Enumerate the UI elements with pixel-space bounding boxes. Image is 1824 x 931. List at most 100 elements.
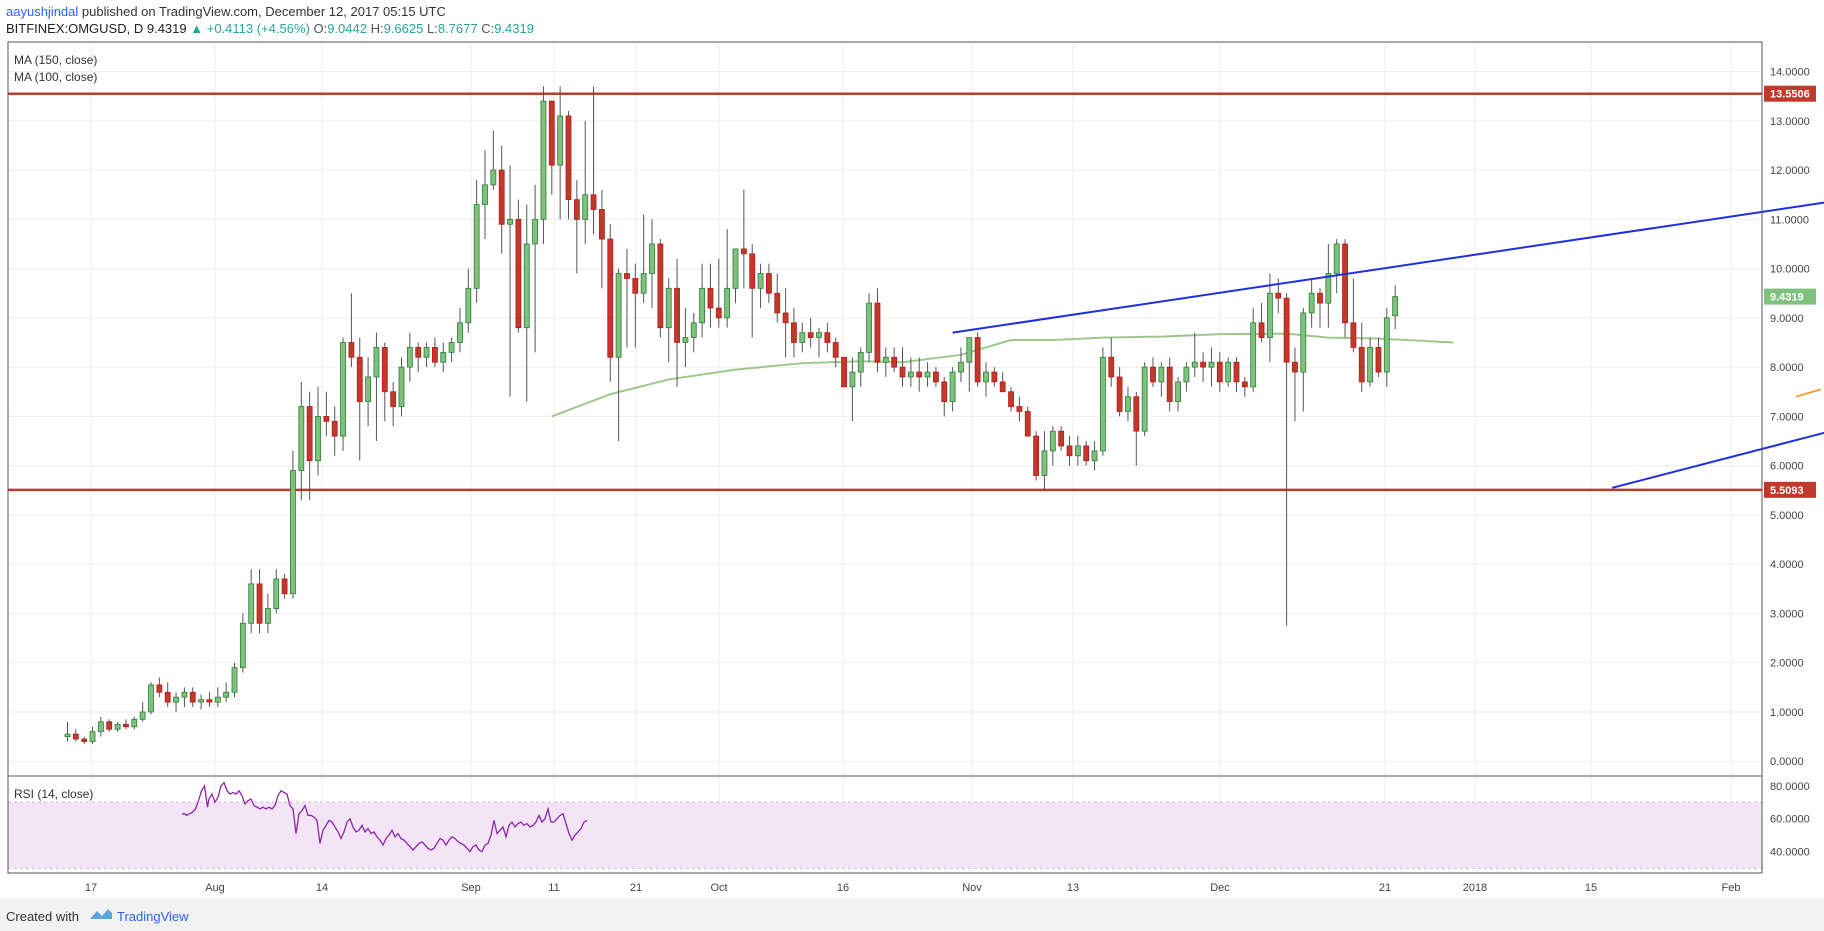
candle-body <box>924 371 931 378</box>
candle-body <box>1317 292 1323 304</box>
candle-body <box>72 733 79 740</box>
price-tick-label: 9.0000 <box>1770 313 1804 325</box>
candle-body <box>298 406 305 471</box>
candle-body <box>1233 361 1240 383</box>
candle-body <box>1049 430 1056 452</box>
candle-body <box>273 578 280 609</box>
orange-mark <box>1795 388 1822 398</box>
trend-annotations <box>952 201 1824 489</box>
candle-body <box>849 371 856 388</box>
date-tick-label: Oct <box>710 882 727 894</box>
candle-body <box>866 302 872 353</box>
channel-lower-line <box>1611 431 1824 489</box>
candle-body <box>782 312 789 324</box>
candle-body <box>1325 273 1332 304</box>
price-tick-label: 13.0000 <box>1770 116 1810 128</box>
candle-body <box>106 721 113 730</box>
candles <box>64 86 1399 744</box>
candle-body <box>156 684 163 693</box>
candle-body <box>290 470 296 595</box>
publish-line: aayushjindal published on TradingView.co… <box>6 5 446 19</box>
low-value: 8.7677 <box>437 21 478 36</box>
candle-body <box>1091 450 1098 462</box>
candle-body <box>941 381 948 403</box>
candle-body <box>715 307 722 319</box>
candle-body <box>674 287 680 343</box>
candle-body <box>657 243 664 329</box>
price-tick-label: 4.0000 <box>1770 559 1804 571</box>
symbol-line: BITFINEX:OMGUSD, D 9.4319 ▲ +0.4113 (+4.… <box>6 22 534 36</box>
candle-body <box>256 583 263 624</box>
ma150-legend[interactable]: MA (150, close) <box>14 53 97 67</box>
candle-body <box>841 356 847 388</box>
open-label: O: <box>313 21 328 36</box>
high-label: H: <box>370 21 384 36</box>
level-price-tag <box>1764 481 1816 498</box>
price-tick-label: 6.0000 <box>1770 461 1804 473</box>
candle-body <box>1016 406 1023 412</box>
candle-body <box>239 622 246 669</box>
date-tick-label: 21 <box>630 882 642 894</box>
candle-body <box>999 381 1006 393</box>
date-tick-label: 14 <box>316 882 328 894</box>
candle-body <box>423 347 430 358</box>
tradingview-link[interactable]: TradingView <box>117 909 189 924</box>
date-tick-label: Dec <box>1210 882 1230 894</box>
ma100-legend[interactable]: MA (100, close) <box>14 70 97 84</box>
candle-body <box>983 371 989 383</box>
candle-body <box>565 115 572 201</box>
price-tick-label: 1.0000 <box>1770 707 1804 719</box>
candle-body <box>1342 243 1348 324</box>
candle-body <box>974 337 981 383</box>
candle-body <box>749 253 756 289</box>
candle-body <box>857 351 864 373</box>
close-label: C: <box>481 21 495 36</box>
candle-body <box>1041 450 1048 476</box>
candle-body <box>615 273 622 358</box>
price-axis[interactable]: 14.0000 13.0000 12.0000 11.0000 10.0000 9.000… <box>1764 67 1816 769</box>
candle-body <box>1175 381 1181 403</box>
rsi-axis[interactable]: 80.0000 60.0000 40.0000 <box>1770 781 1810 859</box>
level-price-label: 13.5506 <box>1770 89 1810 101</box>
author-link[interactable]: aayushjindal <box>6 4 79 19</box>
candle-body <box>139 711 146 720</box>
candle-body <box>1191 361 1198 368</box>
candle-body <box>173 696 179 703</box>
time-axis[interactable]: 17 Aug 14 Sep 11 21 Oct 16 Nov 13 Dec 21 2018 15 Feb <box>85 882 1741 894</box>
candle-body <box>1241 381 1248 388</box>
date-tick-label: 16 <box>837 882 849 894</box>
channel-upper-line <box>952 201 1824 334</box>
support-resistance-lines <box>8 92 1762 492</box>
candle-body <box>440 351 447 363</box>
candle-body <box>907 371 914 378</box>
candle-body <box>1024 411 1031 437</box>
candle-body <box>816 332 822 338</box>
published-text: published on TradingView.com, December 1… <box>81 4 446 19</box>
candle-body <box>406 347 413 368</box>
candle-body <box>958 361 964 373</box>
candle-body <box>123 723 129 728</box>
candle-body <box>807 332 814 338</box>
candle-body <box>532 218 538 245</box>
rsi-band <box>8 802 1762 869</box>
candle-body <box>1074 445 1081 457</box>
date-tick-label: 15 <box>1585 882 1597 894</box>
rsi-line <box>182 781 588 853</box>
candle-body <box>223 691 230 698</box>
candle-body <box>582 194 589 220</box>
candle-body <box>966 337 973 363</box>
rsi-legend[interactable]: RSI (14, close) <box>14 787 93 801</box>
candle-body <box>523 243 530 329</box>
date-tick-label: 13 <box>1067 882 1079 894</box>
candle-body <box>1275 292 1282 299</box>
rsi-line-path <box>182 781 588 853</box>
high-value: 9.6625 <box>383 21 424 36</box>
price-tick-label: 11.0000 <box>1770 214 1809 226</box>
price-chart[interactable]: 14.0000 13.0000 12.0000 11.0000 10.0000 9.000… <box>0 0 1824 898</box>
low-label: L: <box>426 21 438 36</box>
candle-body <box>81 738 88 742</box>
candle-body <box>248 583 255 624</box>
candle-body <box>281 578 288 595</box>
candle-body <box>649 243 655 274</box>
candle-body <box>206 699 213 703</box>
